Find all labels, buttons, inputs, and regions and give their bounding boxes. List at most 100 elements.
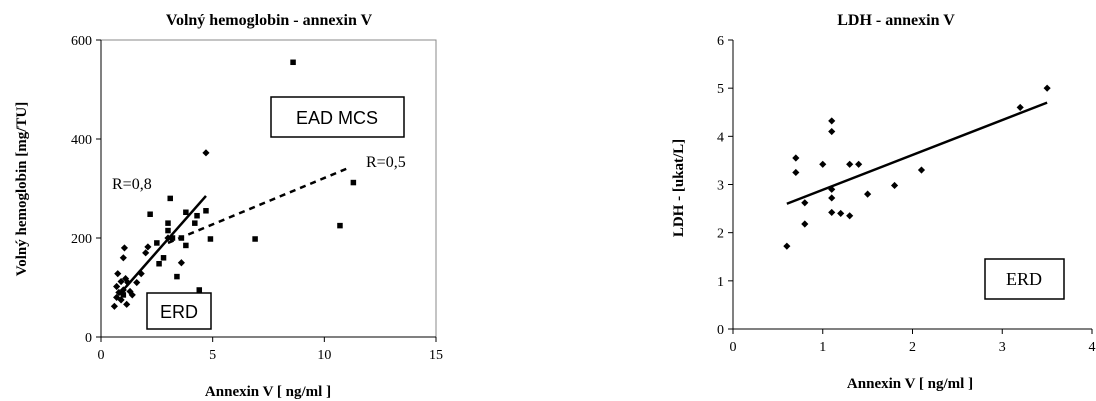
chart1-y-tick-label: 200 [71, 232, 92, 247]
chart1-point-diamond [142, 249, 150, 257]
chart1-point-square [169, 235, 176, 241]
chart1-ead-mcs-label: EAD MCS [296, 108, 378, 128]
chart2-point-diamond [917, 166, 926, 174]
chart1-point-diamond [137, 270, 145, 278]
chart2-erd-box [984, 258, 1065, 300]
chart1-point-square [178, 235, 185, 241]
chart1-x-tick-label: 15 [429, 348, 443, 363]
chart1-point-diamond [117, 296, 125, 304]
chart1-point-square [196, 287, 203, 293]
chart1-point-diamond [177, 259, 185, 267]
chart1-point-square [165, 227, 171, 234]
chart2-point-diamond [819, 160, 827, 168]
chart1-point-square [194, 212, 200, 219]
chart2-point-diamond [828, 117, 836, 125]
chart1-y-axis-label: Volný hemoglobin [mg/TU] [14, 102, 30, 276]
chart1-point-square [192, 220, 198, 226]
chart1-point-diamond [114, 270, 122, 278]
chart2-point-diamond [828, 127, 836, 136]
chart2-trendline-solid [786, 101, 1048, 205]
chart1-point-square [165, 220, 171, 226]
chart1-point-diamond [110, 302, 118, 310]
chart2-point-diamond [1043, 84, 1051, 92]
chart1-y-tick-label: 600 [71, 34, 92, 49]
chart1-x-tick-label: 5 [209, 348, 216, 363]
chart1-point-diamond [123, 300, 131, 308]
chart2-erd-label: ERD [1006, 269, 1042, 289]
chart2-y-tick-label: 0 [717, 323, 724, 338]
chart1-y-tick-label: 400 [71, 133, 92, 148]
chart1-trendline-solid [117, 195, 207, 296]
chart1-point-square [160, 255, 167, 261]
chart1-point-diamond [128, 291, 136, 299]
chart1-point-square [183, 242, 189, 249]
chart2-x-tick-label: 4 [1089, 340, 1096, 355]
chart1-point-square [156, 260, 162, 267]
chart1-point-diamond [164, 234, 172, 242]
chart2-point-diamond [890, 181, 899, 190]
chart2-point-diamond [801, 220, 809, 228]
chart2-point-diamond [846, 160, 854, 168]
chart1-point-diamond [119, 286, 127, 294]
chart1-point-square [337, 222, 343, 229]
chart2-y-tick-label: 3 [717, 179, 724, 194]
chart2-y-tick-label: 6 [717, 34, 724, 49]
chart1-point-square [120, 292, 127, 298]
chart1-point-diamond [117, 277, 125, 286]
chart2-point-diamond [828, 185, 836, 193]
chart2-point-diamond [837, 209, 845, 217]
chart2-point-diamond [855, 160, 863, 168]
chart2-y-tick-label: 2 [717, 227, 724, 242]
chart1-point-diamond [144, 243, 152, 251]
chart1-point-diamond [120, 244, 129, 252]
chart1-point-square [252, 236, 258, 242]
chart1-r-label-ead: R=0,5 [366, 154, 406, 171]
chart1-point-diamond [124, 278, 132, 287]
chart2-point-diamond [864, 190, 872, 198]
chart1-point-square [174, 273, 180, 280]
chart1-x-tick-label: 10 [317, 348, 331, 363]
chart2-y-tick-label: 5 [717, 82, 724, 97]
chart2-x-tick-label: 0 [730, 340, 737, 355]
chart2-point-diamond [801, 199, 809, 207]
chart2-x-tick-label: 1 [819, 340, 826, 355]
chart1-r-label-erd: R=0,8 [112, 176, 152, 193]
chart2-point-diamond [846, 212, 854, 220]
chart2-y-tick-label: 1 [717, 275, 724, 290]
chart2-x-tick-label: 2 [909, 340, 916, 355]
chart2-x-axis-label: Annexin V [ ng/ml ] [847, 376, 973, 392]
chart-ldh: LDH - annexin V LDH - [ukat/L] Annexin V… [671, 12, 1096, 392]
chart1-erd-label: ERD [160, 302, 198, 322]
chart1-point-square [147, 211, 153, 217]
chart1-trendline-dashed [167, 167, 348, 245]
chart2-point-diamond [828, 194, 836, 202]
chart1-point-diamond [119, 254, 127, 262]
chart-free-hemoglobin: Volný hemoglobin - annexin V Volný hemog… [14, 12, 443, 400]
chart1-erd-box [146, 292, 212, 330]
chart2-point-diamond [792, 154, 800, 162]
chart1-point-square [154, 240, 160, 246]
chart2-title: LDH - annexin V [837, 12, 955, 29]
chart1-point-diamond [113, 282, 121, 291]
chart1-x-tick-label: 0 [98, 348, 105, 363]
chart1-point-square [167, 195, 173, 202]
chart1-point-square [203, 208, 209, 214]
chart1-point-square [350, 179, 357, 186]
chart1-point-square [207, 236, 214, 242]
chart2-y-axis-label: LDH - [ukat/L] [671, 139, 687, 237]
chart1-point-square [290, 59, 296, 66]
chart1-ead-mcs-box [270, 96, 405, 138]
chart1-point-diamond [113, 293, 121, 301]
chart2-point-diamond [783, 242, 791, 250]
chart2-point-diamond [792, 168, 800, 177]
chart2-point-diamond [1016, 103, 1024, 112]
chart2-point-diamond [828, 208, 836, 217]
chart1-title: Volný hemoglobin - annexin V [166, 12, 373, 29]
chart1-x-axis-label: Annexin V [ ng/ml ] [205, 384, 331, 400]
chart1-point-square [183, 209, 189, 216]
chart2-y-tick-label: 4 [717, 130, 724, 145]
chart1-y-tick-label: 0 [85, 331, 92, 346]
chart2-x-tick-label: 3 [999, 340, 1006, 355]
chart1-point-diamond [133, 278, 141, 287]
